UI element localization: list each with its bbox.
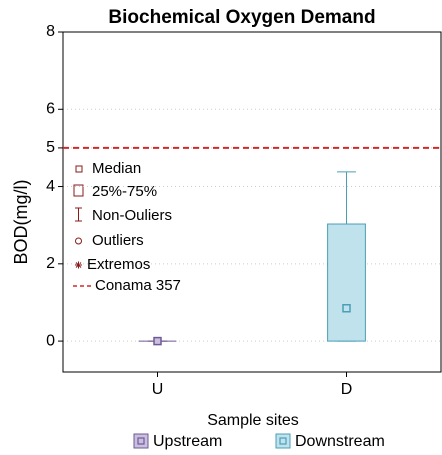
y-tick-label: 2 xyxy=(46,255,55,272)
legend-label: Conama 357 xyxy=(95,277,181,294)
legend-label: Non-Ouliers xyxy=(92,207,172,224)
legend-swatch-inner xyxy=(137,437,145,445)
x-tick-label: U xyxy=(152,381,164,398)
y-tick-label: 8 xyxy=(46,23,55,40)
box xyxy=(327,223,366,342)
y-tick-label: 4 xyxy=(46,178,55,195)
median xyxy=(153,336,162,346)
y-tick-label: 0 xyxy=(46,332,55,349)
plot-frame xyxy=(62,31,442,373)
legend-swatch xyxy=(133,433,149,449)
legend-symbols xyxy=(73,165,84,269)
legend-swatch xyxy=(275,433,291,449)
legend-label: 25%-75% xyxy=(92,183,157,200)
chart-title: Biochemical Oxygen Demand xyxy=(108,7,375,28)
y-axis-label: BOD(mg/l) xyxy=(11,180,31,265)
legend-label: Outliers xyxy=(92,232,144,249)
legend-swatch-inner xyxy=(279,437,287,445)
x-tick-label: D xyxy=(341,381,353,398)
median xyxy=(342,304,351,313)
legend-label: Downstream xyxy=(295,433,385,450)
y-tick-label: 6 xyxy=(46,100,55,117)
legend-label: Extremos xyxy=(87,256,150,273)
legend-label: Median xyxy=(92,160,141,177)
legend-label: Upstream xyxy=(153,433,222,450)
x-axis-label: Sample sites xyxy=(207,412,299,429)
y-tick-label: 5 xyxy=(46,139,55,156)
